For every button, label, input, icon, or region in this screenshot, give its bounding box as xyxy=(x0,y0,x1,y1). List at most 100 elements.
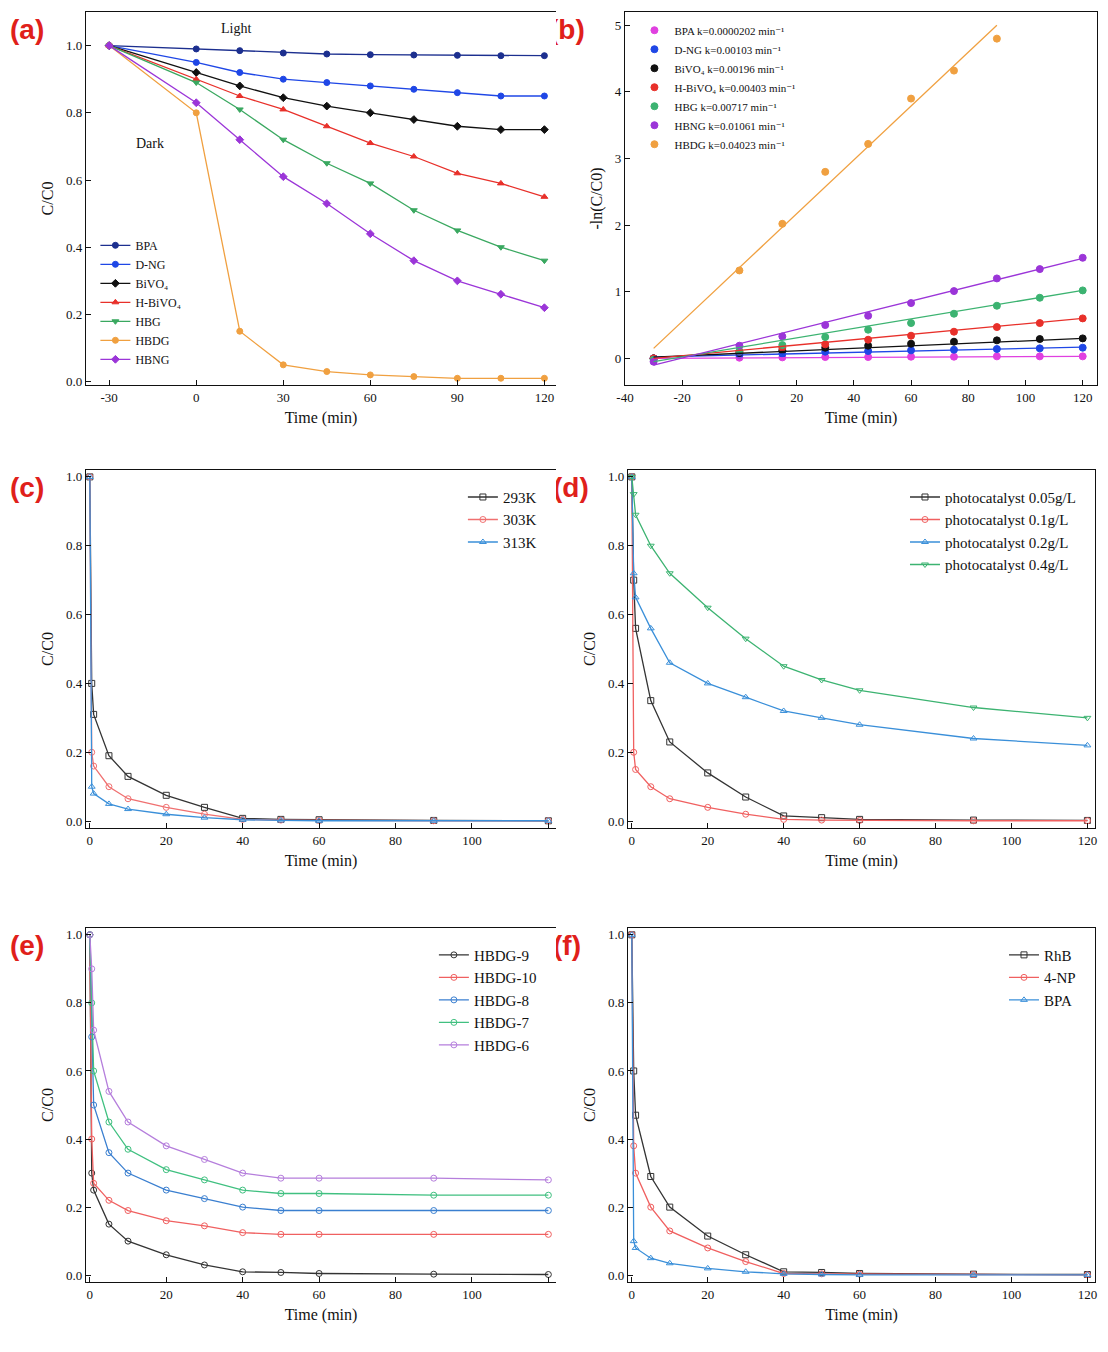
svg-text:0.6: 0.6 xyxy=(608,607,625,622)
svg-text:100: 100 xyxy=(1016,390,1036,405)
svg-text:4-NP: 4-NP xyxy=(1044,970,1076,986)
svg-text:60: 60 xyxy=(313,833,326,848)
svg-text:Dark: Dark xyxy=(136,136,164,151)
svg-text:0.0: 0.0 xyxy=(608,814,624,829)
svg-text:4: 4 xyxy=(615,84,622,99)
svg-text:C/C0: C/C0 xyxy=(39,632,56,666)
svg-text:0.2: 0.2 xyxy=(66,1200,82,1215)
svg-text:80: 80 xyxy=(929,1287,942,1302)
svg-text:Time (min): Time (min) xyxy=(285,852,358,870)
svg-text:0: 0 xyxy=(193,390,200,405)
svg-text:-ln(C/C0): -ln(C/C0) xyxy=(588,167,606,229)
svg-text:BPA: BPA xyxy=(135,239,158,253)
svg-text:(a): (a) xyxy=(10,14,44,45)
svg-text:D-NG: D-NG xyxy=(135,258,165,272)
svg-text:100: 100 xyxy=(1002,833,1022,848)
svg-text:0.4: 0.4 xyxy=(66,240,83,255)
svg-text:0: 0 xyxy=(87,833,94,848)
svg-text:Time (min): Time (min) xyxy=(285,1306,358,1324)
svg-text:40: 40 xyxy=(236,1287,249,1302)
svg-text:C/C0: C/C0 xyxy=(581,1088,598,1122)
svg-text:HBDG-7: HBDG-7 xyxy=(474,1015,529,1031)
svg-text:HBDG-8: HBDG-8 xyxy=(474,993,529,1009)
svg-text:photocatalyst 0.4g/L: photocatalyst 0.4g/L xyxy=(945,557,1068,573)
svg-text:Time (min): Time (min) xyxy=(285,409,358,427)
svg-text:2: 2 xyxy=(615,218,622,233)
svg-text:0.8: 0.8 xyxy=(66,105,82,120)
svg-text:20: 20 xyxy=(160,833,173,848)
svg-text:1: 1 xyxy=(615,284,622,299)
svg-text:60: 60 xyxy=(905,390,918,405)
svg-text:80: 80 xyxy=(389,1287,402,1302)
svg-text:HBG k=0.00717 min⁻¹: HBG k=0.00717 min⁻¹ xyxy=(674,101,776,113)
svg-text:0.2: 0.2 xyxy=(66,307,82,322)
svg-text:0: 0 xyxy=(629,1287,636,1302)
svg-text:(c): (c) xyxy=(10,472,44,503)
svg-text:120: 120 xyxy=(1073,390,1093,405)
svg-text:0.2: 0.2 xyxy=(66,745,82,760)
svg-text:0.8: 0.8 xyxy=(608,995,624,1010)
svg-text:1.0: 1.0 xyxy=(608,469,624,484)
svg-text:90: 90 xyxy=(451,390,464,405)
svg-text:0: 0 xyxy=(87,1287,94,1302)
svg-text:80: 80 xyxy=(389,833,402,848)
svg-text:-30: -30 xyxy=(101,390,118,405)
svg-text:100: 100 xyxy=(1002,1287,1022,1302)
svg-text:3: 3 xyxy=(615,151,622,166)
svg-text:Time (min): Time (min) xyxy=(825,409,898,427)
svg-text:RhB: RhB xyxy=(1044,948,1072,964)
svg-text:0: 0 xyxy=(736,390,743,405)
svg-text:0.8: 0.8 xyxy=(66,995,82,1010)
svg-text:(e): (e) xyxy=(10,930,44,961)
svg-text:1.0: 1.0 xyxy=(66,38,82,53)
svg-text:60: 60 xyxy=(313,1287,326,1302)
svg-text:100: 100 xyxy=(462,833,482,848)
svg-text:(d): (d) xyxy=(556,472,589,503)
svg-text:HBNG k=0.01061 min⁻¹: HBNG k=0.01061 min⁻¹ xyxy=(674,120,784,132)
svg-text:0.6: 0.6 xyxy=(608,1064,625,1079)
svg-text:(b): (b) xyxy=(556,14,585,45)
svg-text:0.2: 0.2 xyxy=(608,1200,624,1215)
svg-text:photocatalyst 0.05g/L: photocatalyst 0.05g/L xyxy=(945,490,1076,506)
svg-text:HBG: HBG xyxy=(135,315,161,329)
svg-text:D-NG k=0.00103 min⁻¹: D-NG k=0.00103 min⁻¹ xyxy=(674,44,781,56)
svg-text:BiVO₄: BiVO₄ xyxy=(135,277,168,291)
svg-text:HBDG-6: HBDG-6 xyxy=(474,1038,529,1054)
svg-text:0.4: 0.4 xyxy=(66,676,83,691)
svg-text:C/C0: C/C0 xyxy=(39,1088,56,1122)
svg-text:BiVO₄ k=0.00196 min⁻¹: BiVO₄ k=0.00196 min⁻¹ xyxy=(674,63,783,75)
svg-text:Time (min): Time (min) xyxy=(825,852,898,870)
svg-text:0.4: 0.4 xyxy=(66,1132,83,1147)
svg-text:HBNG: HBNG xyxy=(135,353,169,367)
svg-text:30: 30 xyxy=(277,390,290,405)
svg-text:Time (min): Time (min) xyxy=(825,1306,898,1324)
svg-text:0.4: 0.4 xyxy=(608,676,625,691)
svg-text:313K: 313K xyxy=(503,535,537,551)
svg-text:photocatalyst 0.2g/L: photocatalyst 0.2g/L xyxy=(945,535,1068,551)
svg-text:0.0: 0.0 xyxy=(608,1268,624,1283)
svg-text:(f): (f) xyxy=(556,930,581,961)
svg-text:100: 100 xyxy=(462,1287,482,1302)
svg-text:20: 20 xyxy=(790,390,803,405)
svg-text:120: 120 xyxy=(1078,833,1098,848)
svg-text:C/C0: C/C0 xyxy=(581,632,598,666)
svg-text:0.4: 0.4 xyxy=(608,1132,625,1147)
svg-text:0: 0 xyxy=(615,351,622,366)
svg-text:40: 40 xyxy=(847,390,860,405)
svg-text:0.2: 0.2 xyxy=(608,745,624,760)
svg-text:H-BiVO₄: H-BiVO₄ xyxy=(135,296,181,310)
svg-text:0.6: 0.6 xyxy=(66,607,83,622)
svg-text:-40: -40 xyxy=(616,390,633,405)
svg-text:1.0: 1.0 xyxy=(66,469,82,484)
svg-text:120: 120 xyxy=(535,390,555,405)
svg-text:H-BiVO₄ k=0.00403 min⁻¹: H-BiVO₄ k=0.00403 min⁻¹ xyxy=(674,82,795,94)
svg-text:Light: Light xyxy=(221,21,251,36)
svg-text:0.6: 0.6 xyxy=(66,1064,83,1079)
svg-text:5: 5 xyxy=(615,18,622,33)
svg-text:0.0: 0.0 xyxy=(66,1268,82,1283)
svg-text:20: 20 xyxy=(701,1287,714,1302)
svg-text:C/C0: C/C0 xyxy=(39,182,56,216)
svg-text:HBDG-10: HBDG-10 xyxy=(474,970,537,986)
svg-text:0.6: 0.6 xyxy=(66,173,83,188)
svg-text:HBDG: HBDG xyxy=(135,334,169,348)
